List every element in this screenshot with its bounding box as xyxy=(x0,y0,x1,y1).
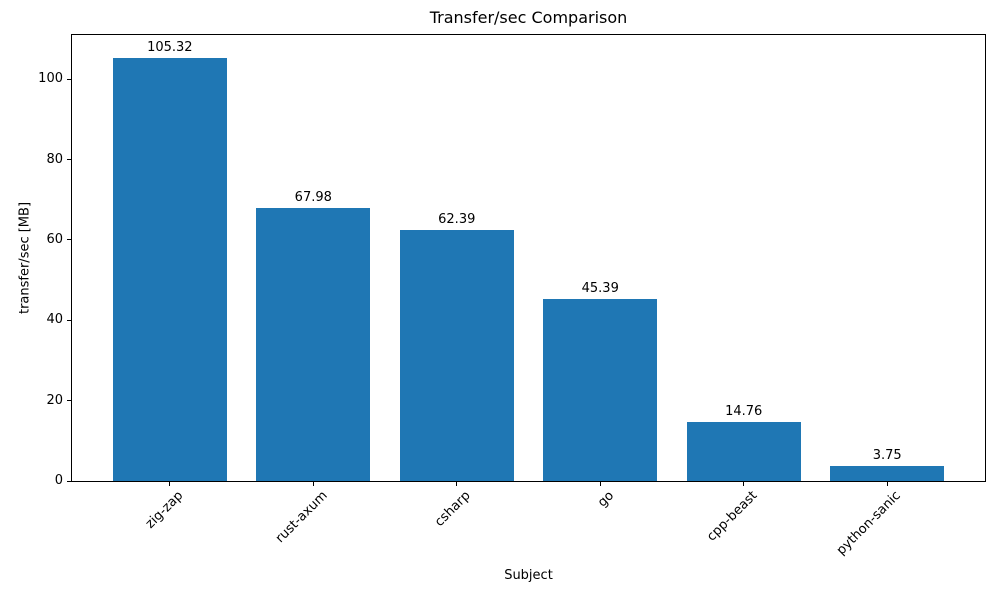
y-tick-label: 20 xyxy=(46,392,63,408)
y-tick-mark xyxy=(67,480,71,482)
bar xyxy=(256,207,371,481)
bar xyxy=(543,298,658,481)
bar xyxy=(112,57,227,481)
bar xyxy=(399,230,514,481)
y-tick-label: 40 xyxy=(46,312,63,328)
y-tick-mark xyxy=(67,400,71,402)
x-tick-label: python-sanic xyxy=(834,488,905,559)
y-tick-mark xyxy=(67,319,71,321)
y-tick-mark xyxy=(67,239,71,241)
x-tick-mark xyxy=(886,482,888,486)
bar-value-label: 3.75 xyxy=(872,447,902,463)
bar-value-label: 67.98 xyxy=(294,189,332,205)
x-tick-mark xyxy=(456,482,458,486)
x-tick-label: cpp-beast xyxy=(704,488,761,545)
y-tick-mark xyxy=(67,159,71,161)
x-tick-label: go xyxy=(595,488,618,511)
y-tick-label: 0 xyxy=(54,473,63,488)
x-tick-label: zig-zap xyxy=(143,488,187,532)
x-tick-mark xyxy=(169,482,171,486)
x-tick-mark xyxy=(743,482,745,486)
bar xyxy=(829,465,945,481)
x-axis-label: Subject xyxy=(504,568,553,583)
chart-title: Transfer/sec Comparison xyxy=(429,8,628,27)
x-tick-label: rust-axum xyxy=(272,488,331,547)
y-tick-label: 60 xyxy=(46,231,63,247)
bar-value-label: 62.39 xyxy=(438,212,476,228)
bar-value-label: 105.32 xyxy=(147,39,193,55)
x-tick-mark xyxy=(312,482,314,486)
y-axis-label: transfer/sec [MB] xyxy=(17,201,33,315)
x-tick-label: csharp xyxy=(432,488,474,530)
bar-value-label: 14.76 xyxy=(725,403,763,419)
y-tick-label: 80 xyxy=(46,151,63,167)
bar xyxy=(686,421,801,481)
bar-value-label: 45.39 xyxy=(581,280,619,296)
y-tick-mark xyxy=(67,78,71,80)
y-tick-label: 100 xyxy=(38,71,63,87)
x-tick-mark xyxy=(599,482,601,486)
